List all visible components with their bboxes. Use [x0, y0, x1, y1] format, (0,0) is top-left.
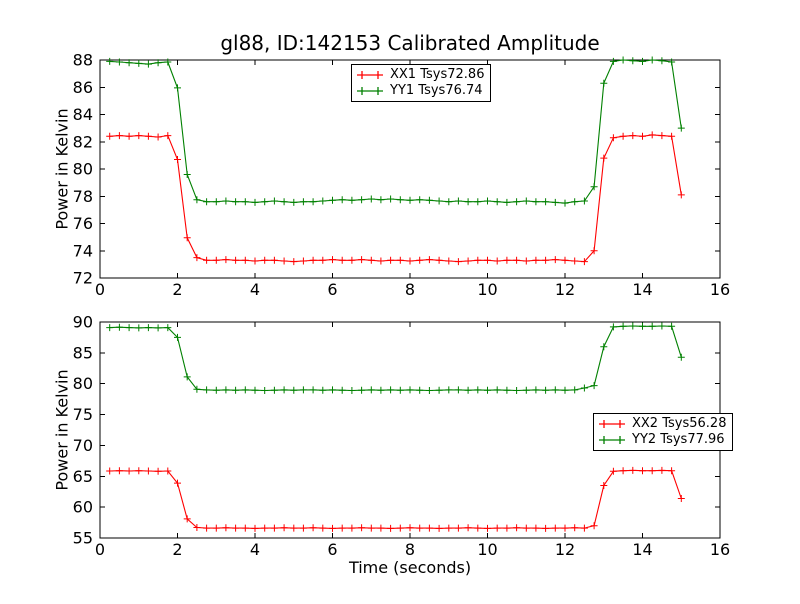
legend-top: XX1 Tsys72.86 YY1 Tsys76.74 [351, 64, 492, 102]
legend-label: YY2 Tsys77.96 [632, 432, 725, 447]
series-markers-xx2 [106, 466, 685, 532]
x-tick-label: 8 [405, 280, 415, 299]
x-tick-label: 14 [632, 280, 652, 299]
y-tick-label: 84 [73, 105, 93, 124]
y-tick-label: 90 [73, 313, 93, 332]
y-tick-label: 55 [73, 529, 93, 548]
series-line-yy2 [109, 325, 682, 392]
x-tick-label: 8 [405, 540, 415, 559]
ylabel-bottom-plot: Power in Kelvin [52, 369, 72, 491]
errorbar-symbol-icon [599, 436, 625, 444]
x-tick-label: 6 [327, 540, 337, 559]
errorbar-symbol-icon [599, 420, 625, 428]
x-tick-label: 4 [250, 280, 260, 299]
x-tick-label: 2 [172, 540, 182, 559]
y-tick-label: 82 [73, 132, 93, 151]
y-tick-label: 60 [73, 498, 93, 517]
legend-entry-xx2: XX2 Tsys56.28 [598, 416, 726, 432]
x-tick-label: 6 [327, 280, 337, 299]
y-tick-label: 85 [73, 343, 93, 362]
legend-bottom: XX2 Tsys56.28 YY2 Tsys77.96 [593, 413, 734, 451]
y-tick-label: 75 [73, 405, 93, 424]
y-tick-label: 80 [73, 374, 93, 393]
x-tick-label: 12 [555, 540, 575, 559]
x-tick-label: 0 [95, 540, 105, 559]
ylabel-top-plot: Power in Kelvin [52, 108, 72, 230]
legend-entry-xx1: XX1 Tsys72.86 [356, 67, 484, 83]
y-tick-label: 80 [73, 160, 93, 179]
y-tick-label: 72 [73, 269, 93, 288]
legend-label: XX2 Tsys56.28 [632, 416, 727, 431]
legend-entry-yy1: YY1 Tsys76.74 [356, 83, 484, 99]
series-markers-xx1 [106, 131, 685, 266]
series-markers-yy1 [106, 56, 685, 207]
xlabel: Time (seconds) [348, 558, 472, 577]
series-markers-yy2 [106, 322, 685, 394]
subplot-2: 0 2 4 6 8 10 12 14 16 55 60 65 70 75 80 85 90 [73, 313, 731, 560]
y-tick-label: 88 [73, 51, 93, 70]
subplot-1: 0 2 4 6 8 10 12 14 16 72 74 76 78 80 82 84 86 88 [73, 51, 731, 300]
x-tick-label: 12 [555, 280, 575, 299]
x-tick-label: 4 [250, 540, 260, 559]
legend-entry-yy2: YY2 Tsys77.96 [598, 432, 726, 448]
x-tick-label: 14 [632, 540, 652, 559]
chart-title: gl88, ID:142153 Calibrated Amplitude [220, 31, 600, 55]
x-tick-label: 10 [477, 280, 497, 299]
series-line-xx1 [109, 134, 682, 263]
x-tick-label: 0 [95, 280, 105, 299]
x-tick-label: 10 [477, 540, 497, 559]
y-tick-label: 70 [73, 436, 93, 455]
y-tick-label: 78 [73, 187, 93, 206]
x-tick-label: 16 [710, 280, 730, 299]
y-tick-label: 74 [73, 241, 93, 260]
legend-label: XX1 Tsys72.86 [390, 67, 485, 82]
errorbar-symbol-icon [357, 87, 383, 95]
y-tick-label: 76 [73, 214, 93, 233]
x-tick-label: 16 [710, 540, 730, 559]
series-line-xx2 [109, 469, 682, 529]
legend-label: YY1 Tsys76.74 [390, 83, 483, 98]
errorbar-symbol-icon [357, 71, 383, 79]
y-tick-label: 86 [73, 78, 93, 97]
y-tick-label: 65 [73, 467, 93, 486]
x-tick-label: 2 [172, 280, 182, 299]
